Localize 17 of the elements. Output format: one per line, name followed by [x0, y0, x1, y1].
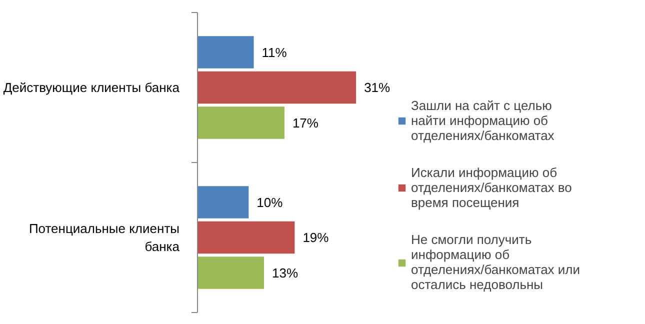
data-label: 10% — [256, 194, 284, 210]
bar — [198, 221, 295, 254]
y-tick-label: Потенциальные клиенты банка — [28, 221, 180, 254]
bar — [198, 36, 254, 68]
bar — [198, 186, 249, 218]
legend-label: Искали информацию об отделениях/банкоматах во время посещения — [411, 165, 572, 210]
y-tick-label: Действующие клиенты банка — [3, 80, 180, 95]
data-label: 17% — [292, 115, 319, 130]
data-label: 13% — [272, 265, 298, 280]
bar — [198, 106, 284, 139]
data-label: 11% — [262, 44, 288, 60]
bar — [198, 256, 264, 289]
data-label: 31% — [364, 80, 391, 95]
legend-label: Не смогли получить информацию об отделениях/банкоматах или остались недовольны — [411, 232, 580, 292]
data-label: 19% — [302, 230, 330, 245]
legend-label: Зашли на сайт с целью найти информацию об отделениях/банкоматах — [411, 98, 554, 143]
bar — [198, 71, 356, 104]
